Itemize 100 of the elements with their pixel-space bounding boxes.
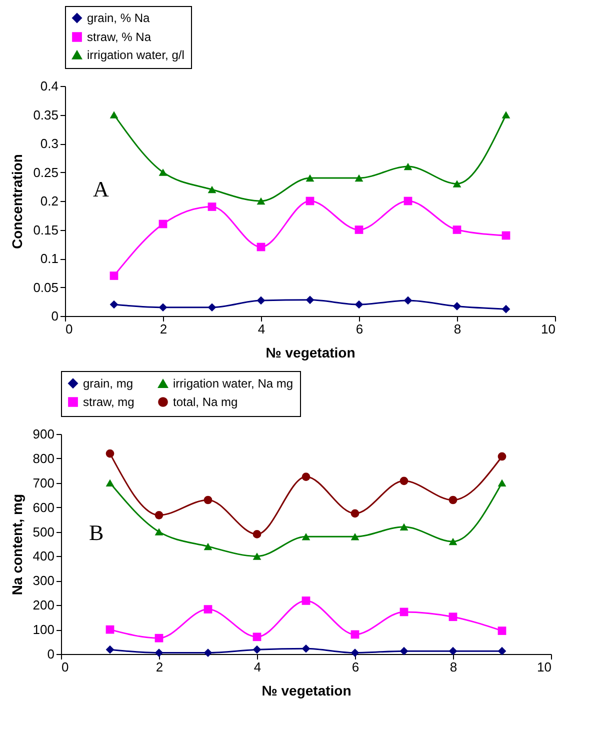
point [448, 538, 458, 546]
x-tick-label: 8 [450, 660, 458, 674]
point [256, 296, 266, 305]
point [350, 509, 360, 518]
point [448, 496, 458, 504]
point [208, 186, 216, 194]
point [154, 634, 164, 642]
x-tick-label: 0 [62, 660, 69, 674]
y-tick-label: 200 [32, 598, 54, 613]
point [204, 648, 212, 657]
point [452, 226, 462, 234]
legend-label: total, Na mg [173, 395, 238, 409]
point [354, 300, 364, 309]
y-tick-label: 100 [32, 622, 54, 638]
point [350, 648, 360, 657]
y-tick-label: 0.2 [40, 194, 58, 208]
legend-label: irrigation water, g/l [87, 48, 184, 62]
point [106, 625, 114, 634]
x-tick-label: 2 [160, 322, 168, 336]
point [256, 197, 266, 205]
y-tick-label: 0 [51, 308, 58, 324]
y-tick-label: 700 [32, 475, 54, 490]
y-tick-label: 600 [32, 500, 54, 515]
y-tick-label: 300 [32, 573, 54, 588]
y-tick-label: 0.05 [33, 280, 58, 295]
point [502, 111, 510, 118]
point [252, 552, 262, 560]
y-tick-label: 400 [32, 548, 54, 564]
point [302, 644, 310, 653]
y-tick-label: 500 [32, 524, 54, 540]
point [400, 476, 408, 486]
legend-label: straw, % Na [87, 30, 152, 44]
point [154, 528, 164, 536]
point [354, 226, 364, 234]
y-axis-title: Concentration [9, 154, 26, 249]
point [252, 632, 262, 642]
x-tick-label: 4 [254, 660, 262, 674]
point [110, 111, 118, 118]
point [452, 180, 462, 188]
y-axis-title: Na content, mg [8, 494, 25, 596]
x-tick-label: 6 [352, 660, 360, 674]
point [350, 630, 360, 639]
point [204, 605, 212, 614]
point [350, 533, 360, 540]
y-tick-label: 0.3 [40, 136, 58, 151]
x-tick-label: 2 [156, 660, 164, 674]
point [256, 242, 266, 252]
point [252, 645, 262, 654]
point [208, 202, 216, 211]
point [158, 220, 168, 228]
point [208, 303, 216, 312]
point [154, 648, 164, 657]
x-tick-label: 10 [541, 322, 556, 336]
point [204, 542, 212, 550]
point [158, 168, 168, 176]
point [400, 646, 408, 656]
y-tick-label: 0.25 [33, 164, 58, 180]
point [404, 196, 412, 206]
point [306, 296, 314, 304]
point [302, 596, 310, 605]
point [306, 174, 314, 182]
legend-label: grain, % Na [87, 11, 150, 25]
y-tick-label: 0 [47, 646, 54, 662]
point [354, 174, 364, 182]
legend-label: straw, mg [83, 395, 134, 409]
point [502, 231, 510, 240]
point [110, 272, 118, 280]
point [404, 162, 412, 170]
point [404, 296, 412, 305]
point [110, 300, 118, 309]
annotation: A [93, 176, 109, 202]
point [400, 523, 408, 531]
x-axis-title: № vegetation [266, 344, 356, 360]
annotation: B [89, 520, 104, 545]
point [252, 530, 262, 538]
point [106, 645, 114, 654]
point [306, 196, 314, 206]
point [448, 612, 458, 622]
point [498, 479, 506, 487]
point [502, 304, 510, 314]
y-tick-label: 800 [32, 450, 54, 466]
y-tick-label: 900 [32, 426, 54, 442]
point [204, 496, 212, 504]
x-tick-label: 4 [258, 322, 266, 336]
y-tick-label: 0.4 [40, 78, 58, 94]
x-axis-title: № vegetation [262, 682, 352, 698]
x-tick-label: 8 [454, 322, 462, 336]
x-tick-label: 6 [356, 322, 364, 336]
y-tick-label: 0.35 [33, 107, 58, 122]
point [498, 646, 506, 656]
point [498, 452, 506, 461]
point [154, 510, 164, 520]
point [106, 479, 114, 487]
legend-label: irrigation water, Na mg [173, 376, 294, 391]
y-tick-label: 0.15 [33, 222, 58, 238]
x-tick-label: 0 [66, 322, 73, 336]
point [158, 303, 168, 312]
point [302, 472, 310, 481]
y-tick-label: 0.1 [40, 251, 58, 266]
point [448, 646, 458, 656]
